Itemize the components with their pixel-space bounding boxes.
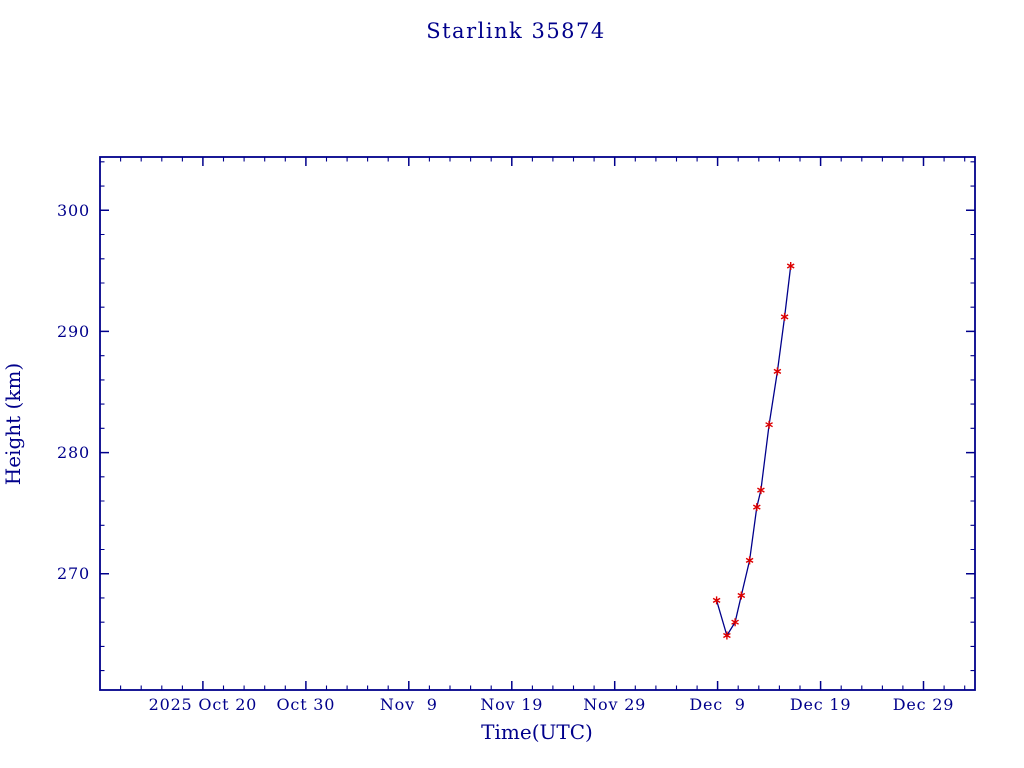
x-tick-label: Nov 9 [380, 695, 438, 714]
y-tick-label: 300 [57, 201, 90, 220]
x-tick-label: Nov 29 [583, 695, 646, 714]
plot-frame [99, 156, 976, 691]
x-tick-label: Dec 19 [790, 695, 852, 714]
x-axis-label: Time(UTC) [481, 720, 593, 744]
y-tick-label: 280 [57, 443, 90, 462]
y-tick-label: 270 [57, 564, 90, 583]
plot-layer: 2025 Oct 20 Oct 30 Nov 9 Nov 19 Nov 29 Dec 9 D… [57, 156, 976, 714]
major-ticks [100, 157, 975, 690]
x-tick-label: Nov 19 [480, 695, 543, 714]
x-tick-label: Dec 29 [893, 695, 955, 714]
minor-ticks [100, 157, 975, 690]
data-point-markers [712, 262, 795, 640]
y-axis-label: Height (km) [1, 363, 25, 485]
chart-title: Starlink 35874 [426, 19, 606, 43]
y-tick-label: 290 [57, 322, 90, 341]
x-tick-label: Oct 30 [277, 695, 336, 714]
x-tick-label: Dec 9 [689, 695, 745, 714]
height-line [715, 265, 792, 638]
x-tick-label: 2025 Oct 20 [149, 695, 258, 714]
